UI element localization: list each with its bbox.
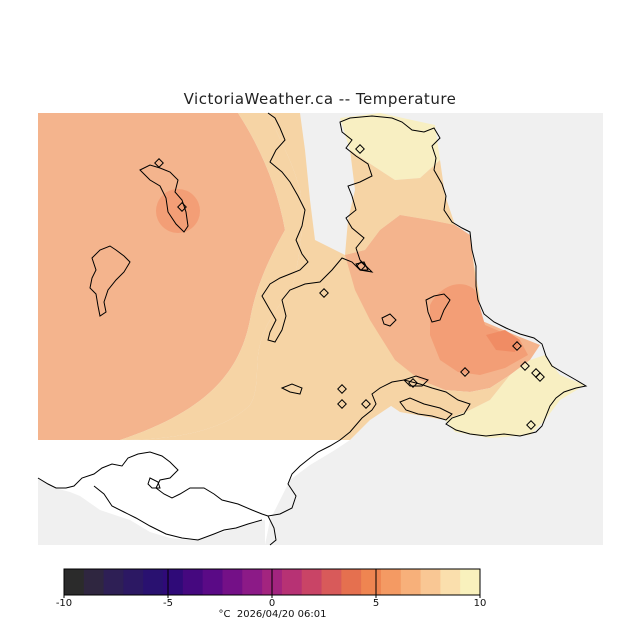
- station-marker[interactable]: [355, 144, 365, 154]
- station-marker[interactable]: [154, 158, 164, 168]
- station-marker[interactable]: [361, 399, 371, 409]
- station-marker[interactable]: [337, 399, 347, 409]
- southern-outer-land: [38, 478, 265, 545]
- station-marker[interactable]: [408, 378, 418, 388]
- temp-region-west-warm: [38, 113, 285, 440]
- colorbar-cell: [400, 569, 422, 595]
- colorbar-cell: [123, 569, 144, 595]
- colorbar-tick-label: -5: [163, 598, 173, 609]
- colorbar-tick-label: 10: [473, 598, 487, 609]
- station-marker[interactable]: [177, 202, 187, 212]
- colorbar-cells: [64, 569, 481, 595]
- temp-region-east-hottest: [486, 330, 520, 352]
- map-title: VictoriaWeather.ca -- Temperature: [183, 90, 457, 108]
- colorbar-cell: [380, 569, 402, 595]
- station-marker[interactable]: [460, 367, 470, 377]
- temp-region-southeast-pale: [445, 355, 585, 438]
- colorbar-cell: [440, 569, 461, 595]
- colorbar-cell: [83, 569, 105, 595]
- colorbar-cell: [64, 569, 85, 595]
- colorbar-cell: [361, 569, 382, 595]
- colorbar-cell: [222, 569, 243, 595]
- colorbar-tick-label: -10: [55, 598, 73, 609]
- colorbar-cell: [103, 569, 124, 595]
- temp-region-southeast-tan: [375, 375, 510, 420]
- colorbar-cell: [163, 569, 184, 595]
- station-marker[interactable]: [356, 261, 366, 271]
- colorbar-cell: [202, 569, 223, 595]
- colorbar-cell: [341, 569, 362, 595]
- colorbar-cell: [242, 569, 263, 595]
- temp-region-west-warmer: [156, 189, 200, 233]
- coastlines: [37, 112, 588, 546]
- colorbar-cell: [460, 569, 481, 595]
- colorbar-cell: [321, 569, 342, 595]
- colorbar-cell: [143, 569, 164, 595]
- station-marker[interactable]: [512, 341, 522, 351]
- station-marker[interactable]: [337, 384, 347, 394]
- colorbar-cell: [281, 569, 303, 595]
- station-marker[interactable]: [535, 372, 545, 382]
- temp-region-northeast-pale: [340, 113, 440, 180]
- colorbar-tick-label: 0: [268, 598, 276, 609]
- weather-stations: [154, 144, 545, 430]
- station-marker[interactable]: [520, 361, 530, 371]
- colorbar-cell: [301, 569, 323, 595]
- colorbar-cell: [420, 569, 441, 595]
- temp-region-west-tan: [120, 113, 303, 440]
- colorbar-cell: [182, 569, 204, 595]
- station-marker[interactable]: [526, 420, 536, 430]
- station-marker[interactable]: [319, 288, 329, 298]
- temp-region-east-warmer: [430, 284, 528, 375]
- timestamp: 2026/04/20 06:01: [236, 609, 327, 620]
- colorbar-tick-label: 5: [372, 598, 380, 609]
- unit-label: °C: [218, 609, 231, 620]
- colorbar-tick-marks: [63, 569, 481, 598]
- colorbar-caption: °C 2026/04/20 06:01: [0, 609, 545, 620]
- temp-region-central-tan: [120, 113, 480, 440]
